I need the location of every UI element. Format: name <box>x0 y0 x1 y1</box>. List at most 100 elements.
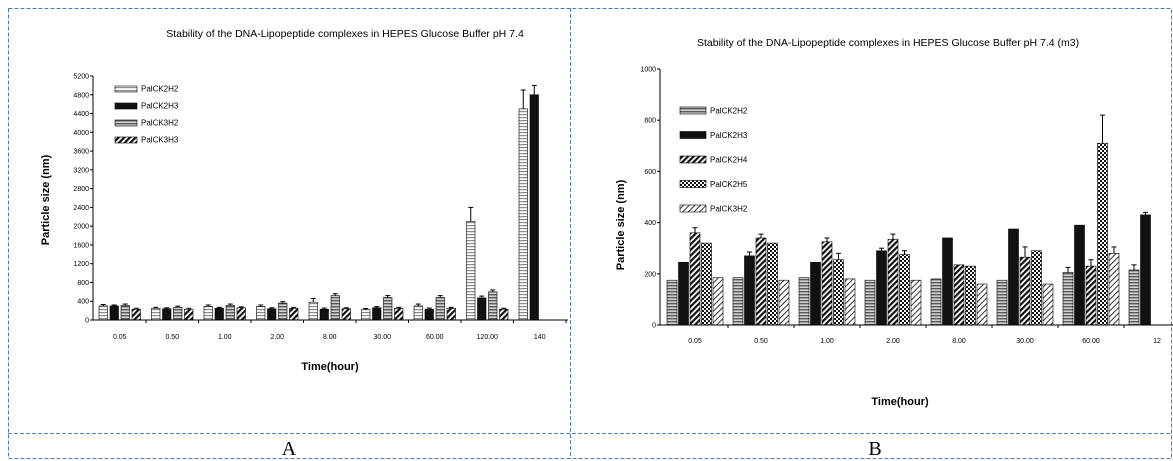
chart-a-bar-palck3h2-1.00 <box>225 305 235 321</box>
chart-b-x-tick-label: 60.00 <box>1082 338 1100 345</box>
chart-a-y-tick-label: 2400 <box>73 205 89 212</box>
chart-b-y-label: Particle size (nm) <box>615 179 627 270</box>
chart-b-bar-palck2h2-1.00 <box>798 277 810 326</box>
chart-a-legend-label-palck3h3: PalCK3H3 <box>141 136 179 145</box>
chart-a-bar-palck2h3-1.00 <box>214 307 224 321</box>
chart-a-y-axis: 0 400 800 1200 1600 2000 2400 2800 3200 3600 4000 4… <box>73 74 94 325</box>
chart-b-legend-swatch-palck2h2 <box>679 106 707 115</box>
chart-b-y-tick-label: 800 <box>644 118 656 125</box>
chart-b-bar-palck2h4-0.50 <box>755 237 767 326</box>
chart-b-bar-palck3h2-0.05 <box>712 277 724 326</box>
chart-b-bar-palck2h3-30.00 <box>1008 228 1019 326</box>
chart-a-y-tick-label: 2800 <box>73 186 89 193</box>
chart-a-bar-palck3h2-2.00 <box>278 302 288 321</box>
chart-b-x-tick-label: 1.00 <box>820 338 834 345</box>
chart-b-bar-palck2h3-0.50 <box>744 255 755 326</box>
outer-border <box>8 8 1172 459</box>
chart-b-bars <box>666 114 1151 326</box>
chart-b-bar-palck2h5-2.00 <box>899 254 910 326</box>
chart-a-x-tick-label: 0.50 <box>165 334 179 341</box>
chart-a-legend-label-palck3h2: PalCK3H2 <box>141 119 179 128</box>
chart-a-y-tick-label: 5200 <box>73 74 89 81</box>
chart-b-legend-label-palck2h4: PalCK2H4 <box>710 156 748 165</box>
chart-a-bar-palck2h2-0.50 <box>151 307 161 321</box>
chart-a-bar-palck2h3-30.00 <box>372 307 382 321</box>
chart-b-legend-label-palck2h2: PalCK2H2 <box>710 107 748 116</box>
chart-a-y-tick-label: 0 <box>85 318 89 325</box>
chart-b-bar-palck2h4-60.00 <box>1085 265 1097 326</box>
chart-b-legend-swatch-palck3h2 <box>679 204 707 213</box>
chart-a-x-tick-label: 0.05 <box>113 334 127 341</box>
chart-a-bar-palck2h2-8.00 <box>308 301 318 321</box>
chart-a-bar-palck2h3-2.00 <box>267 308 277 321</box>
chart-a-bar-palck2h2-30.00 <box>361 309 371 321</box>
chart-b-legend-label-palck2h3: PalCK2H3 <box>710 131 748 140</box>
chart-b-title: Stability of the DNA-Lipopeptide complex… <box>697 37 1079 49</box>
chart-b-legend: PalCK2H2 PalCK2H3 PalCK2H4 PalCK2H5 PalCK3H2 <box>679 106 748 214</box>
chart-b-bar-palck2h2-0.05 <box>666 279 678 326</box>
chart-a-x-tick-label: 2.00 <box>270 334 284 341</box>
chart-a-x-label: Time(hour) <box>301 361 359 373</box>
chart-a-y-tick-label: 3600 <box>73 149 89 156</box>
chart-b-x-tick-label: 0.05 <box>688 338 702 345</box>
chart-b-y-tick-label: 400 <box>644 220 656 227</box>
chart-a-bar-palck2h3-0.50 <box>162 308 172 321</box>
chart-a-y-tick-label: 1200 <box>73 261 89 268</box>
chart-a-x-tick-label: 30.00 <box>373 334 391 341</box>
chart-a-y-tick-label: 800 <box>77 280 89 287</box>
chart-b-bar-palck2h4-8.00 <box>953 264 965 326</box>
chart-b-bar-palck2h3-8.00 <box>942 237 953 326</box>
chart-a-legend-swatch-palck3h2 <box>114 119 138 127</box>
chart-a-bar-palck3h2-0.50 <box>173 307 183 321</box>
chart-a-legend-swatch-palck2h3 <box>114 102 138 110</box>
chart-a-y-tick-label: 4800 <box>73 92 89 99</box>
chart-a-y-tick-label: 4000 <box>73 130 89 137</box>
chart-a-x-tick-label: 1.00 <box>218 334 232 341</box>
chart-b-bar-palck2h5-60.00 <box>1097 142 1108 326</box>
chart-a-y-tick-label: 3200 <box>73 167 89 174</box>
chart-a-legend-swatch-palck3h3 <box>114 136 138 144</box>
chart-b: Stability of the DNA-Lipopeptide complex… <box>615 37 1173 408</box>
chart-a-legend: PalCK2H2 PalCK2H3 PalCK3H2 PalCK3H3 <box>114 85 179 145</box>
chart-a-bars <box>98 84 539 321</box>
chart-b-bar-palck2h2-2.00 <box>864 279 876 326</box>
chart-a-bar-palck3h2-120.00 <box>488 291 498 321</box>
chart-b-x-tick-label: 8.00 <box>952 338 966 345</box>
chart-a-legend-label-palck2h2: PalCK2H2 <box>141 85 179 94</box>
chart-a-bar-palck3h3-0.50 <box>184 308 194 321</box>
chart-a-x-axis: 0.05 0.50 1.00 2.00 8.00 30.00 60.00 120.00 140 <box>93 319 568 341</box>
chart-b-y-axis: 0 200 400 600 800 1000 <box>640 67 661 330</box>
chart-a-bar-palck3h3-60.00 <box>446 307 456 321</box>
chart-a-bar-palck2h2-2.00 <box>256 306 266 321</box>
chart-a-title: Stability of the DNA-Lipopeptide complex… <box>166 28 524 40</box>
chart-b-bar-palck2h5-30.00 <box>1031 250 1042 326</box>
chart-a-bar-palck3h2-8.00 <box>330 295 340 321</box>
chart-a-bar-palck2h2-0.05 <box>98 305 108 321</box>
chart-a-y-tick-label: 2000 <box>73 224 89 231</box>
chart-b-legend-swatch-palck2h3 <box>679 131 707 139</box>
chart-a-legend-swatch-palck2h2 <box>114 85 138 93</box>
chart-a-bar-palck3h3-8.00 <box>341 308 351 321</box>
chart-b-bar-palck2h4-1.00 <box>821 241 833 326</box>
chart-b-bar-palck2h2-0.50 <box>732 277 744 326</box>
chart-a-x-tick-label: 60.00 <box>426 334 444 341</box>
chart-a-bar-palck3h3-2.00 <box>289 307 299 321</box>
chart-b-y-tick-label: 200 <box>644 271 656 278</box>
chart-a-y-tick-label: 400 <box>77 299 89 306</box>
chart-b-y-tick-label: 0 <box>652 323 656 330</box>
chart-b-bar-palck2h3-2.00 <box>876 250 887 326</box>
layout-borders <box>8 8 1172 459</box>
panel-label-b: B <box>868 438 881 460</box>
chart-a-bar-palck3h3-0.05 <box>131 308 141 321</box>
chart-b-bar-palck2h4-2.00 <box>887 238 899 326</box>
chart-b-x-tick-label: 0.50 <box>754 338 768 345</box>
chart-a-bar-palck3h3-30.00 <box>394 307 404 321</box>
chart-b-y-tick-label: 1000 <box>640 67 656 74</box>
chart-b-x-label: Time(hour) <box>871 396 929 408</box>
chart-a-bar-palck2h3-60.00 <box>424 308 434 321</box>
chart-a-bar-palck3h3-120.00 <box>499 308 509 321</box>
chart-b-x-axis: 0.05 0.50 1.00 2.00 8.00 30.00 60.00 12 <box>660 324 1173 345</box>
chart-a-bar-palck2h2-120.00 <box>466 221 476 321</box>
chart-b-bar-palck2h4-0.05 <box>689 232 701 326</box>
chart-b-bar-palck2h3-0.05 <box>678 261 689 326</box>
